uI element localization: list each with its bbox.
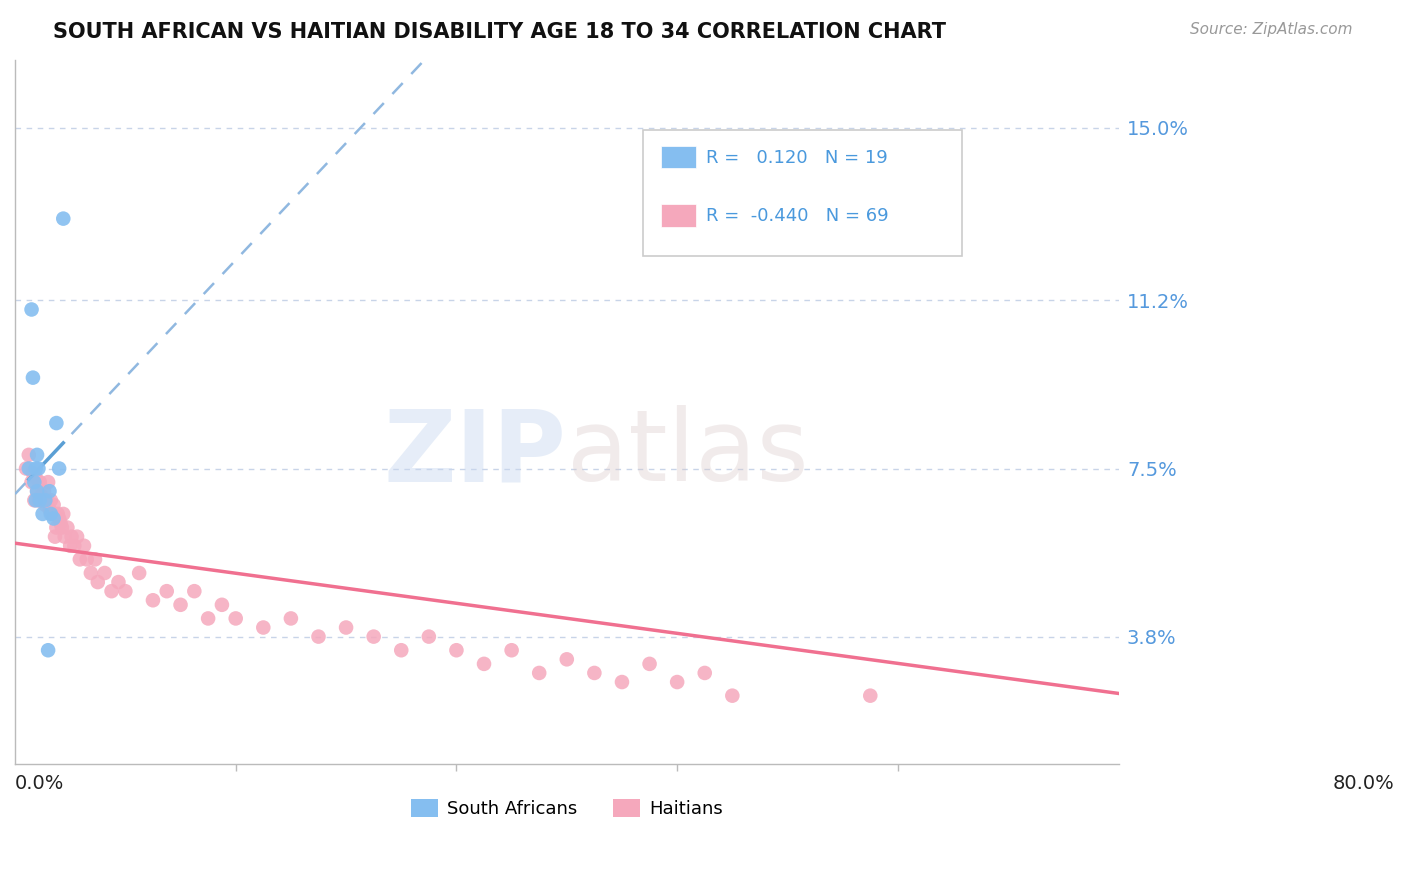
Text: 80.0%: 80.0% <box>1333 774 1395 793</box>
Point <box>114 584 136 599</box>
Point <box>63 539 86 553</box>
Point <box>529 665 551 680</box>
Point <box>48 461 70 475</box>
Point <box>156 584 179 599</box>
Point <box>183 584 205 599</box>
Point <box>34 498 56 512</box>
Point <box>59 539 82 553</box>
Point <box>73 539 96 553</box>
Point <box>107 575 129 590</box>
Point <box>24 493 46 508</box>
Point <box>37 643 59 657</box>
Point <box>66 530 89 544</box>
Point <box>52 211 75 226</box>
Point <box>335 621 357 635</box>
Point <box>31 493 53 508</box>
Point <box>22 493 45 508</box>
Point <box>44 530 66 544</box>
Text: atlas: atlas <box>567 406 808 502</box>
Point <box>389 643 412 657</box>
Point <box>34 493 56 508</box>
Point <box>51 520 73 534</box>
Point <box>100 584 122 599</box>
Legend: South Africans, Haitians: South Africans, Haitians <box>404 791 730 825</box>
Point <box>87 575 110 590</box>
Point <box>25 484 48 499</box>
Point <box>49 516 72 530</box>
Point <box>41 507 63 521</box>
Point <box>45 520 67 534</box>
Point <box>20 302 42 317</box>
Point <box>197 611 219 625</box>
Point <box>27 461 49 475</box>
Point <box>363 630 385 644</box>
Text: R =  -0.440   N = 69: R = -0.440 N = 69 <box>706 207 889 225</box>
Point <box>308 630 330 644</box>
Text: Source: ZipAtlas.com: Source: ZipAtlas.com <box>1189 22 1353 37</box>
Point <box>27 493 49 508</box>
Point <box>21 370 44 384</box>
Point <box>169 598 191 612</box>
Point <box>93 566 115 580</box>
Point <box>252 621 274 635</box>
Point <box>46 507 69 521</box>
Point <box>610 675 633 690</box>
Point <box>80 566 103 580</box>
Point <box>418 630 440 644</box>
Point <box>25 448 48 462</box>
Y-axis label: Disability Age 18 to 34: Disability Age 18 to 34 <box>0 309 8 515</box>
Point <box>38 484 60 499</box>
Point <box>32 484 55 499</box>
Point <box>211 598 233 612</box>
Point <box>280 611 302 625</box>
Point <box>21 466 44 480</box>
Text: 0.0%: 0.0% <box>15 774 65 793</box>
Text: SOUTH AFRICAN VS HAITIAN DISABILITY AGE 18 TO 34 CORRELATION CHART: SOUTH AFRICAN VS HAITIAN DISABILITY AGE … <box>53 22 946 42</box>
Point <box>472 657 495 671</box>
Point <box>60 530 83 544</box>
Point <box>28 493 51 508</box>
Point <box>76 552 98 566</box>
Point <box>52 507 75 521</box>
Point <box>583 665 606 680</box>
Point <box>142 593 165 607</box>
Point <box>31 507 53 521</box>
Point <box>25 484 48 499</box>
Point <box>638 657 661 671</box>
Point <box>38 502 60 516</box>
Point <box>666 675 689 690</box>
Point <box>20 475 42 490</box>
Point <box>24 461 46 475</box>
Point <box>53 530 76 544</box>
Point <box>721 689 744 703</box>
Point <box>35 493 58 508</box>
Point <box>17 448 39 462</box>
Point <box>15 461 38 475</box>
Point <box>859 689 882 703</box>
Point <box>42 511 65 525</box>
Point <box>28 475 51 490</box>
Point <box>225 611 247 625</box>
Point <box>501 643 523 657</box>
Point <box>42 498 65 512</box>
Point <box>39 507 62 521</box>
Point <box>693 665 716 680</box>
Point <box>48 511 70 525</box>
Point <box>24 470 46 484</box>
Point <box>17 461 39 475</box>
Text: ZIP: ZIP <box>384 406 567 502</box>
Point <box>39 493 62 508</box>
Point <box>56 520 79 534</box>
Text: R =   0.120   N = 19: R = 0.120 N = 19 <box>706 149 887 167</box>
Point <box>30 489 52 503</box>
Point <box>128 566 150 580</box>
Point <box>69 552 91 566</box>
Point <box>446 643 468 657</box>
Point <box>45 416 67 430</box>
Point <box>555 652 578 666</box>
Point <box>37 475 59 490</box>
Point <box>84 552 107 566</box>
Point <box>22 475 45 490</box>
